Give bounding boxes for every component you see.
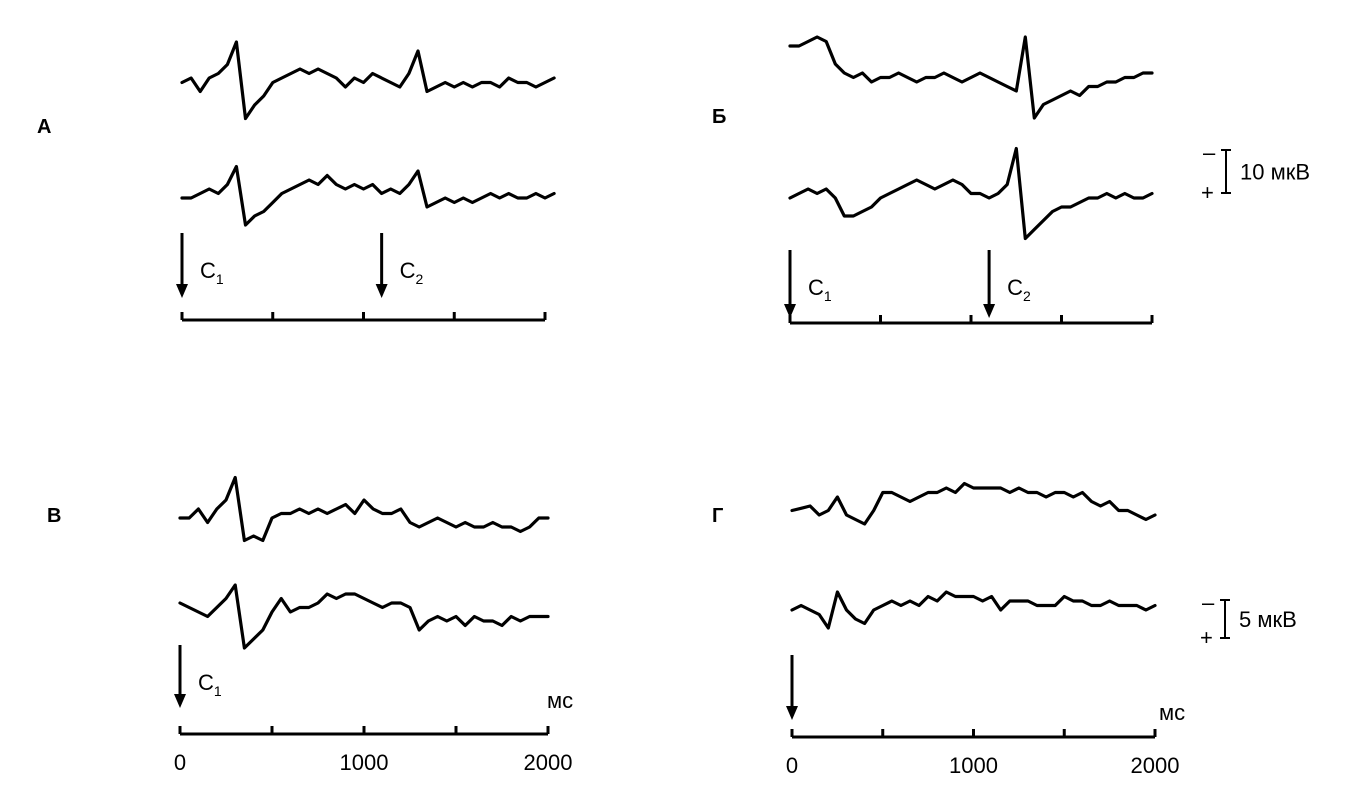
- scale-bar-positive-sign: +: [1201, 180, 1214, 205]
- scale-bar-negative-sign: –: [1202, 590, 1215, 615]
- amplitude-scale-bar: – +10 мкВ: [1201, 140, 1310, 205]
- stimulus-label: С1: [200, 258, 224, 287]
- trace-line-2: [180, 164, 556, 227]
- scale-bar-label: 5 мкВ: [1239, 607, 1297, 632]
- stimulus-label: С2: [1007, 275, 1031, 304]
- trace-line-2: [788, 146, 1154, 241]
- stimulus-arrow-head: [784, 304, 796, 318]
- stimulus-arrow-head: [786, 706, 798, 720]
- panel-label: Б: [712, 106, 726, 128]
- stimulus-marker-1: [786, 655, 798, 720]
- time-axis: 0 1000 2000 мс: [786, 700, 1185, 778]
- stimulus-marker-2: С2: [375, 233, 424, 298]
- stimulus-marker-1: С1: [174, 645, 222, 708]
- tick-label: 1000: [949, 753, 998, 778]
- scale-bar-positive-sign: +: [1200, 625, 1213, 650]
- time-axis: [180, 312, 547, 322]
- panel-label: Г: [712, 505, 723, 527]
- trace-line-1: [180, 40, 556, 121]
- time-axis: [788, 315, 1154, 325]
- panel-1: А С1 С2: [37, 40, 556, 322]
- time-axis: 0 1000 2000 мс: [174, 688, 573, 775]
- panel-4: Г 0 1000 2000 мс – +5 мкВ: [712, 481, 1297, 778]
- trace-line-1: [790, 481, 1157, 526]
- scale-bar-label: 10 мкВ: [1240, 160, 1310, 185]
- tick-label: 0: [174, 750, 186, 775]
- stimulus-marker-1: С1: [176, 233, 224, 298]
- stimulus-marker-1: С1: [784, 250, 832, 318]
- trace-line-2: [178, 583, 550, 650]
- trace-line-2: [790, 590, 1157, 630]
- tick-label: 2000: [1131, 753, 1180, 778]
- amplitude-scale-bar: – +5 мкВ: [1200, 590, 1297, 650]
- stimulus-arrow-head: [174, 694, 186, 708]
- stimulus-label: С1: [808, 275, 832, 304]
- stimulus-arrow-head: [176, 284, 188, 298]
- time-unit-label: мс: [547, 688, 573, 713]
- time-unit-label: мс: [1159, 700, 1185, 725]
- panel-3: В С1 0 1000 2000 мс: [47, 475, 573, 775]
- scale-bar-negative-sign: –: [1203, 140, 1216, 165]
- panel-label: А: [37, 116, 51, 138]
- trace-line-1: [788, 35, 1154, 120]
- panel-2: Б С1 С2 – +10 мкВ: [712, 35, 1310, 325]
- tick-label: 2000: [524, 750, 573, 775]
- tick-label: 1000: [340, 750, 389, 775]
- stimulus-label: С1: [198, 670, 222, 699]
- stimulus-arrow-head: [983, 304, 996, 318]
- panel-label: В: [47, 505, 61, 527]
- trace-line-1: [178, 475, 550, 543]
- stimulus-label: С2: [400, 258, 424, 287]
- stimulus-marker-2: С2: [983, 250, 1031, 318]
- tick-label: 0: [786, 753, 798, 778]
- stimulus-arrow-head: [375, 284, 388, 298]
